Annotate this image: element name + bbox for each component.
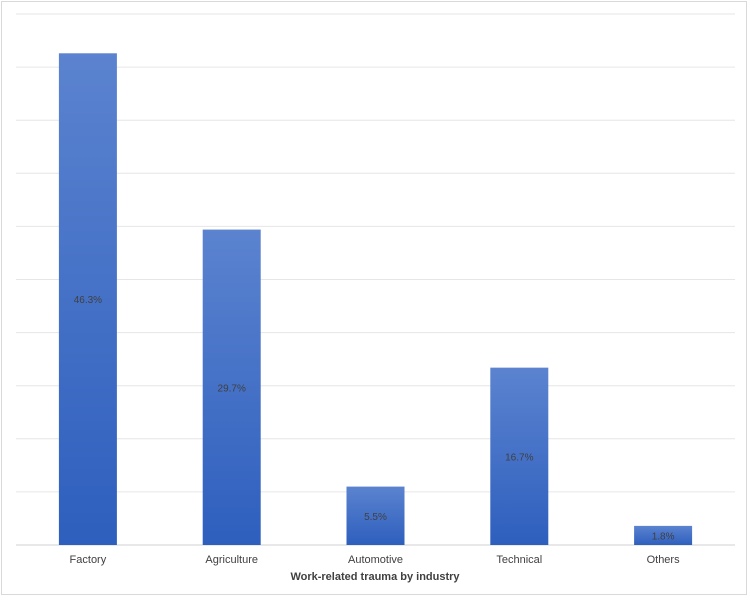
data-label-agriculture: 29.7% xyxy=(218,383,246,394)
bar-agriculture xyxy=(202,229,261,545)
data-label-automotive: 5.5% xyxy=(364,512,387,523)
data-label-factory: 46.3% xyxy=(74,295,102,306)
bar-automotive xyxy=(346,486,405,545)
data-labels: 46.3% 29.7% 5.5% 16.7% 1.8% xyxy=(74,295,675,542)
bar-others xyxy=(634,525,693,545)
bars xyxy=(58,53,693,545)
bar-technical xyxy=(490,367,549,545)
x-tick-label-others: Others xyxy=(647,554,681,566)
data-label-technical: 16.7% xyxy=(505,452,533,463)
x-tick-label-automotive: Automotive xyxy=(348,554,403,566)
gridlines xyxy=(16,13,735,546)
x-tick-label-agriculture: Agriculture xyxy=(205,554,258,566)
bar-factory xyxy=(58,53,117,545)
x-tick-label-factory: Factory xyxy=(70,554,107,566)
x-axis-title: Work-related trauma by industry xyxy=(290,571,460,583)
data-label-others: 1.8% xyxy=(652,531,675,542)
x-tick-label-technical: Technical xyxy=(496,554,542,566)
x-axis-ticks: Factory Agriculture Automotive Technical Oth… xyxy=(70,554,681,566)
